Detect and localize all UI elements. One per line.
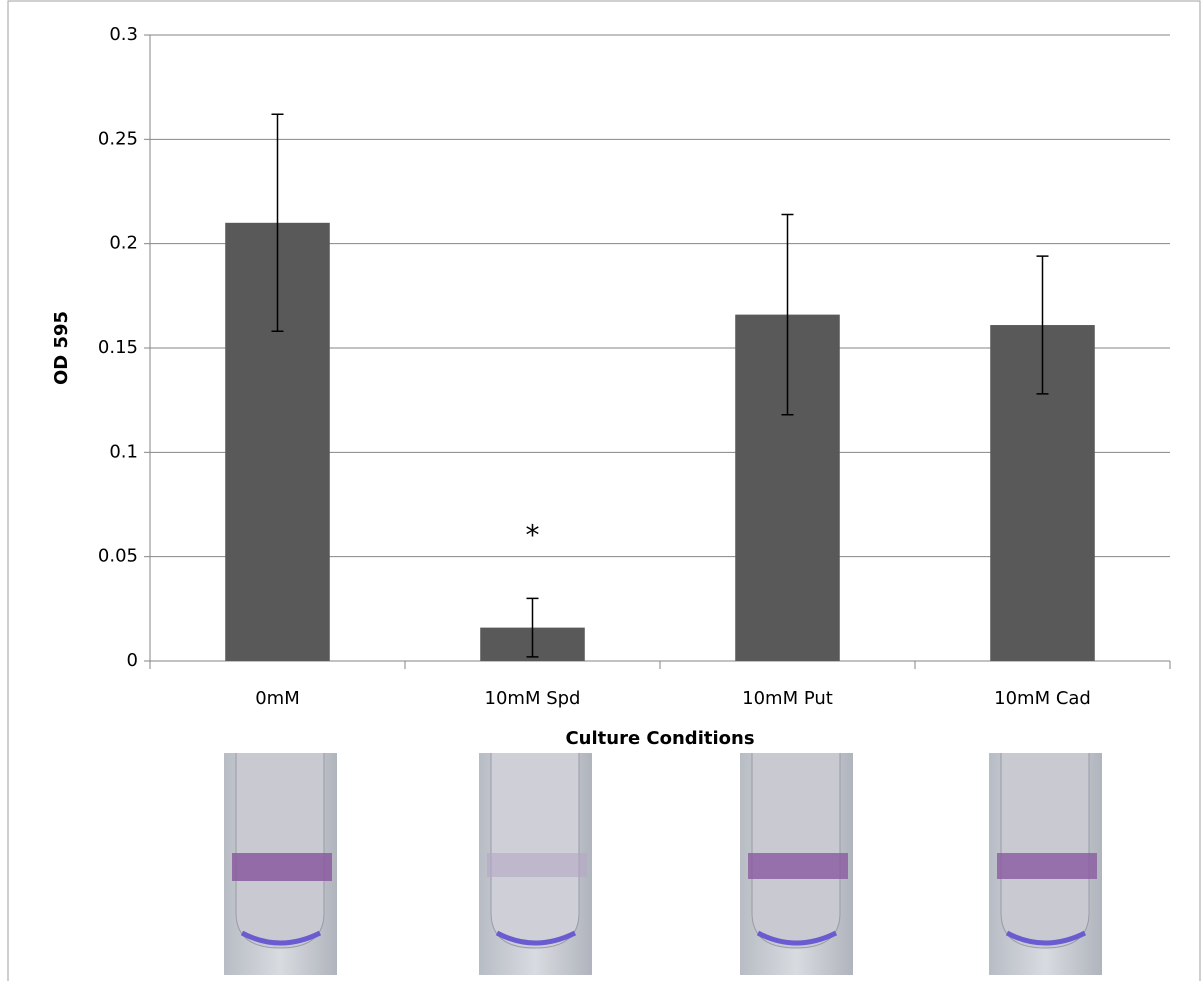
tube-photo — [989, 753, 1102, 975]
y-tick-label: 0.15 — [98, 337, 138, 358]
y-tick-label: 0 — [127, 650, 138, 671]
y-tick-label: 0.1 — [109, 441, 138, 462]
annotation: * — [526, 518, 540, 551]
x-axis-label: Culture Conditions — [565, 728, 754, 749]
x-tick-label: 10mM Put — [742, 688, 833, 709]
x-tick-label: 10mM Spd — [485, 688, 581, 709]
tube-photo — [479, 753, 592, 975]
y-tick-label: 0.05 — [98, 546, 138, 567]
x-tick-label: 10mM Cad — [994, 688, 1091, 709]
y-tick-label: 0.3 — [109, 24, 138, 45]
tube-photo — [740, 753, 853, 975]
x-tick-label: 0mM — [255, 688, 300, 709]
y-tick-label: 0.2 — [109, 233, 138, 254]
y-axis-label: OD 595 — [51, 311, 72, 385]
tube-photo — [224, 753, 337, 975]
chart: OD 595 Culture Conditions — [0, 0, 1201, 981]
y-tick-label: 0.25 — [98, 128, 138, 149]
